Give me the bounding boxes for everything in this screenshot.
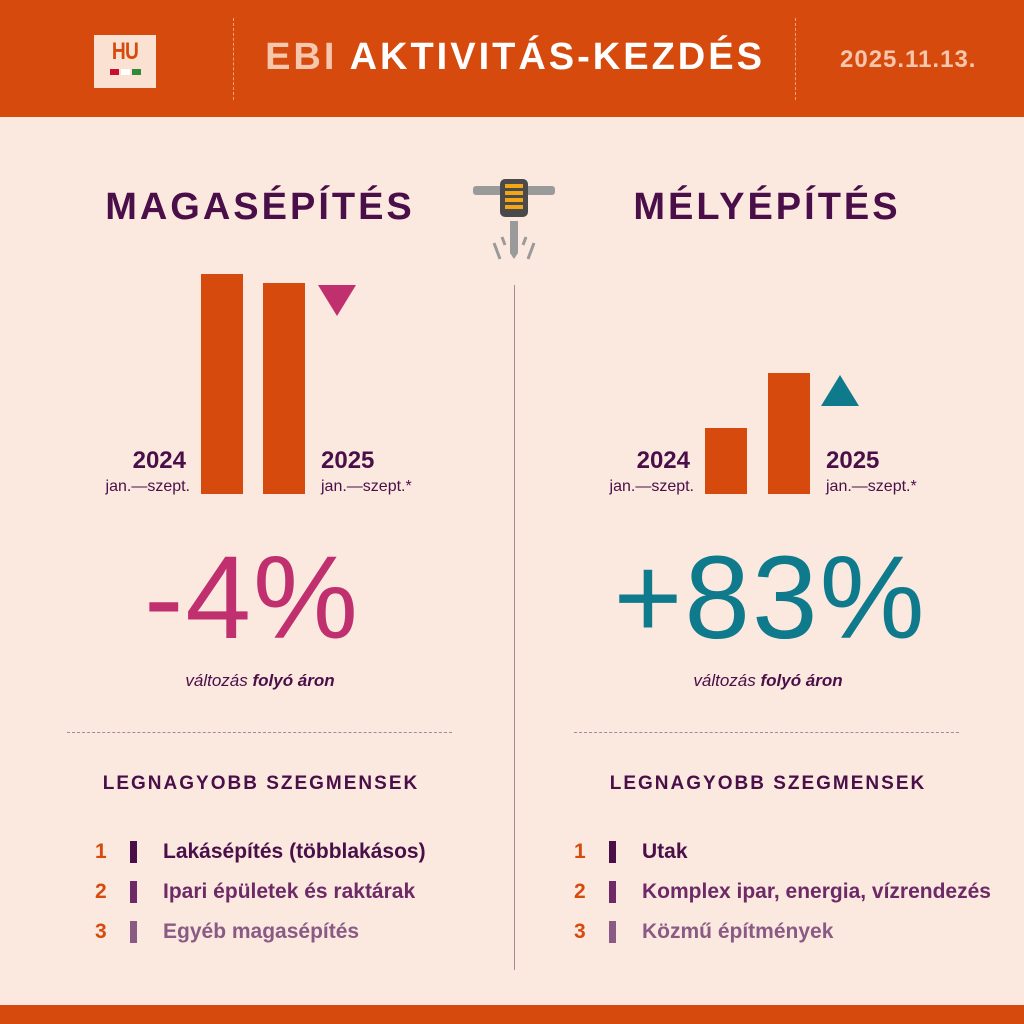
bar-2024-melyepites [705,428,747,494]
year-label: 2025 [826,447,880,474]
change-note: változás folyó áron [185,671,335,690]
change-note: változás folyó áron [693,671,843,690]
period-label: jan.—szept. [105,478,190,495]
list-item: 1 Utak [574,840,688,863]
change-value: +83% [613,532,927,664]
bar-2024-magasepites [201,274,243,494]
hu-logo: HU [94,35,156,88]
divider [574,732,959,733]
bar-2025-magasepites [263,282,305,494]
year-label: 2025 [321,447,375,474]
flag-icon [94,69,156,75]
list-item: 2 Ipari épületek és raktárak [95,880,416,903]
period-label: jan.—szept.* [321,478,412,495]
center-divider [514,285,515,970]
jackhammer-icon [473,179,555,260]
year-label: 2024 [636,447,690,474]
list-item: 3 Közmű építmények [574,920,834,943]
footer-bar [0,1005,1024,1024]
period-label: jan.—szept. [609,478,694,495]
page-title: EBI AKTIVITÁS-KEZDÉS [265,36,765,78]
section-title-magasepites: MAGASÉPÍTÉS [105,186,415,228]
segments-title: LEGNAGYOBB SZEGMENSEK [102,773,420,794]
divider [233,18,234,100]
divider [795,18,796,100]
up-triangle-icon [821,375,859,406]
list-item: 1 Lakásépítés (többlakásos) [95,840,426,863]
date: 2025.11.13. [840,46,977,73]
period-label: jan.—szept.* [826,478,917,495]
list-item: 2 Komplex ipar, energia, vízrendezés [574,880,991,903]
list-item: 3 Egyéb magasépítés [95,920,360,943]
segment-list-magasepites: 1 Lakásépítés (többlakásos) 2 Ipari épület… [95,832,426,952]
bar-2025-melyepites [768,373,810,494]
divider [67,732,452,733]
segments-title: LEGNAGYOBB SZEGMENSEK [609,773,927,794]
segment-list-melyepites: 1 Utak 2 Komplex ipar, energia, vízrendezé… [574,832,991,952]
year-label: 2024 [132,447,186,474]
change-value: -4% [144,532,360,664]
header: HU EBI AKTIVITÁS-KEZDÉS 2025.11.13. [0,0,1024,117]
down-triangle-icon [318,285,356,316]
section-title-melyepites: MÉLYÉPÍTÉS [633,186,901,228]
